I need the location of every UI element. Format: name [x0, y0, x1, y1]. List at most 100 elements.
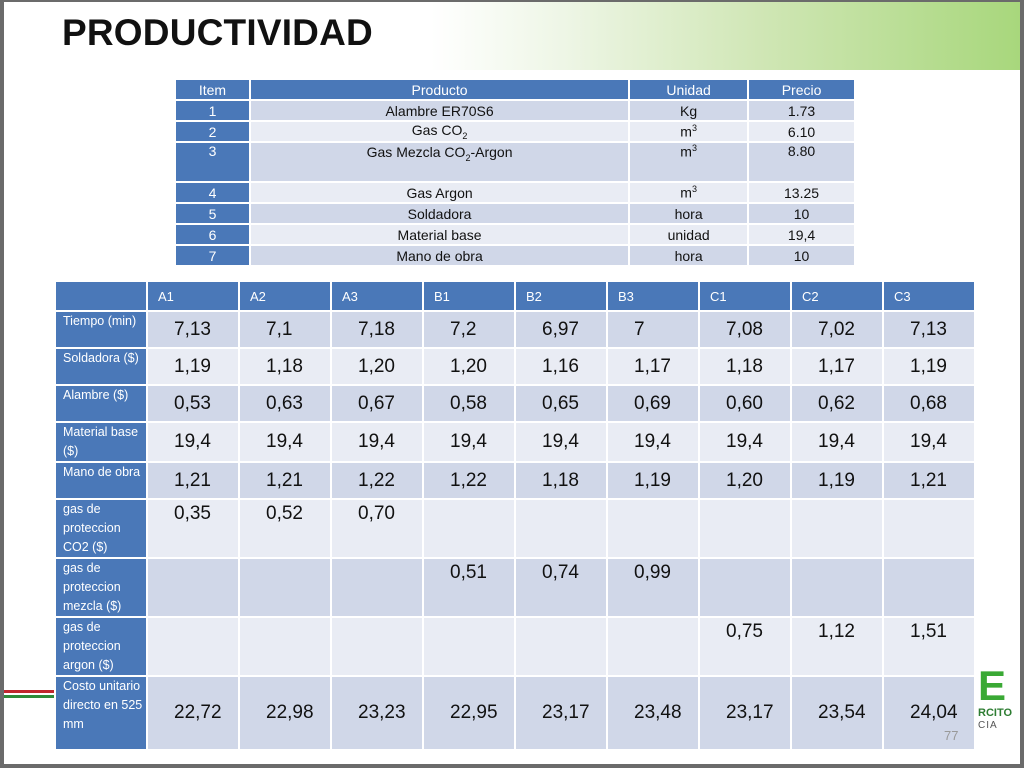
table-row: gas de proteccion CO2 ($) 0,35 0,52 0,70	[54, 498, 976, 559]
producto-cell: Soldadora	[248, 202, 631, 225]
value-cell: 1,18	[698, 347, 792, 386]
row-label: Alambre ($)	[54, 384, 148, 423]
value-cell: 19,4	[514, 421, 608, 463]
table-row: 4 Gas Argon m3 13.25	[174, 181, 856, 204]
table-row: Mano de obra 1,21 1,21 1,22 1,22 1,18 1,19 1,20…	[54, 461, 976, 500]
precio-cell: 8.80	[747, 141, 856, 183]
precio-cell: 19,4	[747, 223, 856, 246]
value-cell: 19,4	[790, 421, 884, 463]
value-cell: 1,12	[790, 616, 884, 677]
value-cell: 1,21	[238, 461, 332, 500]
value-cell: 0,53	[146, 384, 240, 423]
table-row: Soldadora ($) 1,19 1,18 1,20 1,20 1,16 1,17 1,1…	[54, 347, 976, 386]
col-header-producto: Producto	[248, 78, 631, 101]
value-cell: 1,21	[882, 461, 976, 500]
value-cell: 23,17	[698, 675, 792, 751]
col-header: C2	[790, 280, 884, 312]
value-cell: 0,63	[238, 384, 332, 423]
unidad-cell: m3	[628, 141, 750, 183]
superscript: 3	[691, 184, 697, 195]
value-cell	[882, 557, 976, 618]
table-row: Tiempo (min) 7,13 7,1 7,18 7,2 6,97 7 7,08 7,02 7…	[54, 310, 976, 349]
unidad-cell: hora	[628, 244, 750, 267]
value-cell: 23,17	[514, 675, 608, 751]
value-cell: 0,69	[606, 384, 700, 423]
value-cell: 7,2	[422, 310, 516, 349]
slide: PRODUCTIVIDAD Item Producto Unidad Preci…	[4, 2, 1020, 764]
value-cell: 0,60	[698, 384, 792, 423]
value-cell	[330, 616, 424, 677]
table-row: gas de proteccion mezcla ($) 0,51 0,74 0,99	[54, 557, 976, 618]
producto-cell: Gas Argon	[248, 181, 631, 204]
table-row: Material base ($) 19,4 19,4 19,4 19,4 19,4 19,…	[54, 421, 976, 463]
value-cell: 0,68	[882, 384, 976, 423]
value-cell: 0,74	[514, 557, 608, 618]
unidad-cell: unidad	[628, 223, 750, 246]
subscript: 2	[465, 152, 471, 163]
table-row: 3 Gas Mezcla CO2-Argon m3 8.80	[174, 141, 856, 183]
unidad-cell: m3	[628, 181, 750, 204]
value-cell: 22,95	[422, 675, 516, 751]
superscript: 3	[691, 143, 697, 153]
value-cell: 1,22	[330, 461, 424, 500]
producto-text: Gas CO	[411, 122, 463, 139]
precio-cell: 1.73	[747, 99, 856, 122]
table-row: Alambre ($) 0,53 0,63 0,67 0,58 0,65 0,69 0,60 0…	[54, 384, 976, 423]
value-cell: 0,70	[330, 498, 424, 559]
row-label: Costo unitario directo en 525 mm	[54, 675, 148, 751]
value-cell: 24,04	[882, 675, 976, 751]
value-cell: 1,16	[514, 347, 608, 386]
item-cell: 2	[174, 120, 251, 143]
value-cell	[146, 557, 240, 618]
value-cell	[330, 557, 424, 618]
item-cell: 5	[174, 202, 251, 225]
value-cell: 1,18	[238, 347, 332, 386]
value-cell: 1,19	[790, 461, 884, 500]
producto-text-post: -Argon	[470, 144, 513, 160]
table-row: 5 Soldadora hora 10	[174, 202, 856, 225]
value-cell: 0,35	[146, 498, 240, 559]
value-cell: 1,21	[146, 461, 240, 500]
producto-cell: Material base	[248, 223, 631, 246]
table-row: 7 Mano de obra hora 10	[174, 244, 856, 267]
value-cell: 19,4	[882, 421, 976, 463]
value-cell: 7,13	[882, 310, 976, 349]
value-cell: 7	[606, 310, 700, 349]
red-stripe	[4, 690, 54, 693]
table-row: 1 Alambre ER70S6 Kg 1.73	[174, 99, 856, 122]
table-row: gas de proteccion argon ($) 0,75 1,12 1,51	[54, 616, 976, 677]
value-cell: 19,4	[238, 421, 332, 463]
value-cell	[514, 498, 608, 559]
header-band	[4, 2, 1020, 70]
corner-header	[54, 280, 148, 312]
col-header: C1	[698, 280, 792, 312]
unidad-cell: hora	[628, 202, 750, 225]
table-row: Costo unitario directo en 525 mm 22,72 22,…	[54, 675, 976, 751]
value-cell: 19,4	[606, 421, 700, 463]
col-header: B2	[514, 280, 608, 312]
item-cell: 1	[174, 99, 251, 122]
value-cell: 1,20	[330, 347, 424, 386]
value-cell	[146, 616, 240, 677]
row-label: gas de proteccion argon ($)	[54, 616, 148, 677]
item-cell: 6	[174, 223, 251, 246]
value-cell: 1,19	[606, 461, 700, 500]
producto-text: Gas Mezcla CO	[366, 144, 466, 160]
value-cell	[422, 616, 516, 677]
value-cell: 7,1	[238, 310, 332, 349]
value-cell	[238, 616, 332, 677]
unidad-text: m	[680, 143, 692, 160]
col-header-item: Item	[174, 78, 251, 101]
item-cell: 7	[174, 244, 251, 267]
value-cell: 19,4	[330, 421, 424, 463]
value-cell: 1,19	[146, 347, 240, 386]
value-cell: 0,75	[698, 616, 792, 677]
value-cell	[606, 498, 700, 559]
value-cell: 23,54	[790, 675, 884, 751]
row-label: Mano de obra	[54, 461, 148, 500]
value-cell: 19,4	[146, 421, 240, 463]
col-header: A2	[238, 280, 332, 312]
value-cell: 0,62	[790, 384, 884, 423]
precio-cell: 10	[747, 202, 856, 225]
table-row: 6 Material base unidad 19,4	[174, 223, 856, 246]
